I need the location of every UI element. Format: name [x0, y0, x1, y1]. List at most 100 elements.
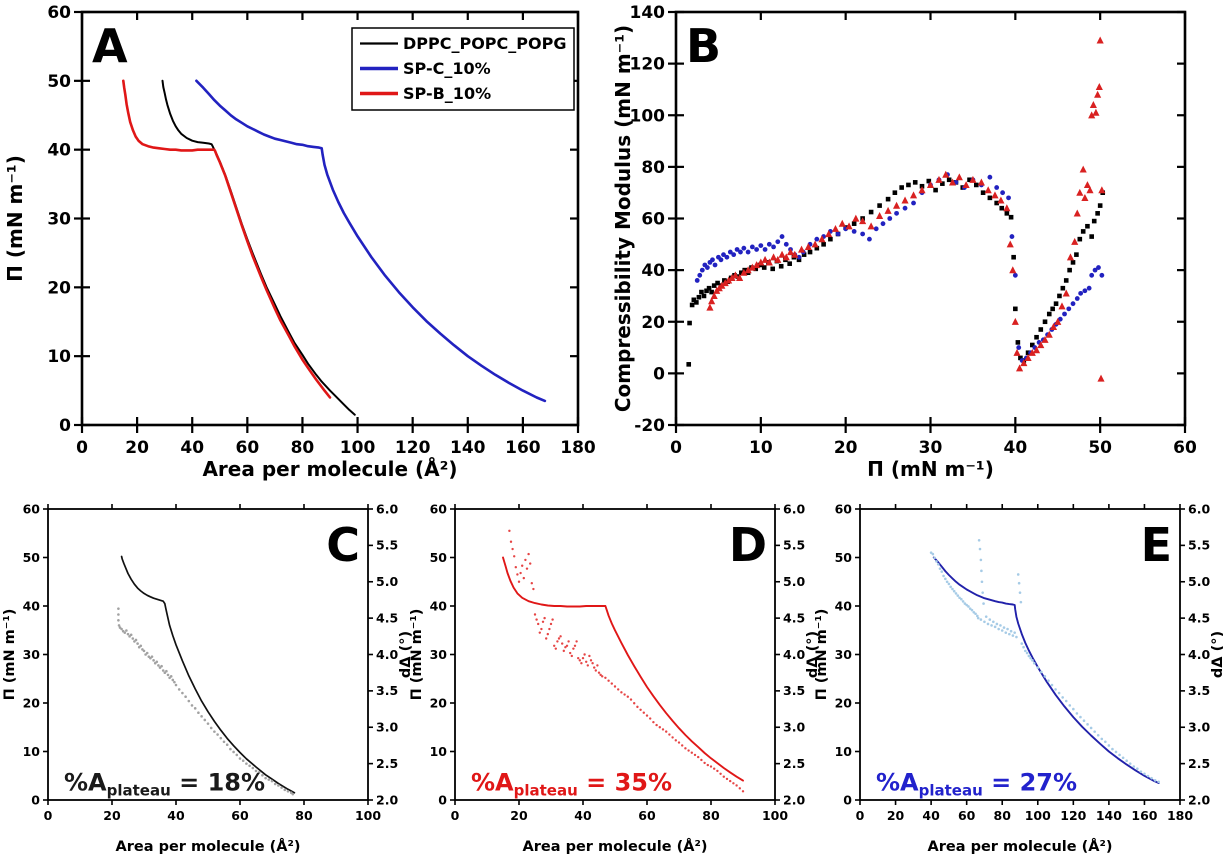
- svg-text:10: 10: [47, 347, 71, 367]
- svg-text:20: 20: [641, 313, 665, 333]
- svg-text:60: 60: [47, 3, 71, 23]
- panel-a-legend: DPPC_POPC_POPG SP-C_10% SP-B_10%: [351, 27, 575, 111]
- svg-text:60: 60: [958, 808, 976, 823]
- svg-text:3.5: 3.5: [783, 683, 805, 698]
- series-dDelta: [508, 529, 745, 793]
- svg-text:6.0: 6.0: [783, 501, 805, 516]
- panel-b-xlabel: Π (mN m⁻¹): [867, 457, 994, 481]
- panel-d-y2label: dΔ (°): [805, 631, 821, 678]
- svg-text:2.5: 2.5: [1188, 756, 1210, 771]
- svg-text:4.5: 4.5: [376, 610, 398, 625]
- svg-text:0: 0: [31, 792, 40, 807]
- series-SP-C_10%: [195, 79, 547, 403]
- axis-ticks: [855, 504, 1185, 805]
- svg-text:0: 0: [44, 808, 53, 823]
- svg-text:50: 50: [430, 550, 448, 565]
- tick-labels: 0 20 40 60 80 100 120 140 160 180 0 10 20 30 40 50 60: [47, 3, 596, 458]
- svg-text:6.0: 6.0: [1188, 501, 1210, 516]
- svg-text:3.5: 3.5: [376, 683, 398, 698]
- series-SP-B_10%: [706, 36, 1106, 382]
- svg-text:10: 10: [749, 438, 773, 458]
- svg-text:5.0: 5.0: [783, 574, 805, 589]
- series-isotherm: [502, 556, 744, 782]
- svg-text:20: 20: [47, 278, 71, 298]
- panel-c-letter: C: [326, 518, 360, 572]
- svg-text:30: 30: [919, 438, 943, 458]
- panel-c-y2label: dΔ (°): [398, 631, 414, 678]
- svg-text:40: 40: [1003, 438, 1027, 458]
- svg-text:50: 50: [23, 550, 41, 565]
- panel-e-annotation: %Aplateau = 27%: [876, 768, 1077, 799]
- svg-text:180: 180: [1167, 808, 1193, 823]
- svg-text:20: 20: [125, 438, 149, 458]
- panel-a-xlabel: Area per molecule (Å²): [202, 457, 457, 481]
- tick-labels: 0 20 40 60 80 100 0 10 20 30 40 50 60 2.0 2.5 3.0 3.5 4.0…: [430, 501, 806, 823]
- svg-text:50: 50: [835, 550, 853, 565]
- svg-text:140: 140: [1096, 808, 1122, 823]
- svg-text:100: 100: [1025, 808, 1051, 823]
- svg-text:140: 140: [630, 3, 666, 23]
- svg-text:5.5: 5.5: [1188, 538, 1210, 553]
- svg-text:40: 40: [574, 808, 592, 823]
- svg-text:60: 60: [23, 501, 41, 516]
- svg-text:5.5: 5.5: [783, 538, 805, 553]
- panel-a-chart: 0 20 40 60 80 100 120 140 160 1800102030405060Are…: [3, 3, 596, 481]
- panel-e-xlabel: Area per molecule (Å²): [928, 838, 1113, 855]
- svg-text:30: 30: [23, 647, 41, 662]
- svg-text:100: 100: [355, 808, 381, 823]
- svg-text:20: 20: [103, 808, 121, 823]
- svg-text:2.0: 2.0: [376, 792, 398, 807]
- svg-text:40: 40: [47, 141, 71, 161]
- panel-c-annotation: %Aplateau = 18%: [64, 768, 265, 799]
- tick-labels: 0 20 40 60 80 100 0 10 20 30 40 50 60 2.0 2.5 3.0 3.5 4.0…: [23, 501, 399, 823]
- panel-d-sp-b: 0 20 40 60 80 100 0 10 20 30 40 50 60 2.0 2.5 3.0 3.5 4.0…: [407, 495, 827, 860]
- svg-text:40: 40: [922, 808, 940, 823]
- svg-text:20: 20: [835, 695, 853, 710]
- panel-d-chart: 0 20 40 60 80 100 0 10 20 30 40 50 60 2.0 2.5 3.0 3.5 4.0…: [409, 501, 821, 855]
- svg-text:5.5: 5.5: [376, 538, 398, 553]
- svg-text:160: 160: [1131, 808, 1157, 823]
- svg-text:50: 50: [47, 72, 71, 92]
- svg-text:-20: -20: [634, 416, 665, 436]
- svg-text:0: 0: [59, 416, 71, 436]
- svg-text:60: 60: [430, 501, 448, 516]
- svg-text:4.0: 4.0: [1188, 647, 1210, 662]
- panel-b-compressibility: 0 10 20 30 40 50 60 -20 0 20 40 60 80 100 120 140 Π (mN …: [608, 0, 1223, 488]
- axis-ticks: [668, 10, 1187, 433]
- series-isotherm: [120, 555, 296, 794]
- legend-entry-label: DPPC_POPC_POPG: [403, 34, 566, 53]
- svg-text:180: 180: [560, 438, 596, 458]
- svg-text:0: 0: [856, 808, 865, 823]
- panel-d-xlabel: Area per molecule (Å²): [523, 838, 708, 855]
- svg-text:3.0: 3.0: [376, 720, 398, 735]
- panel-e-chart: 0 20 40 60 80 100 120 140 160 180 0 10 20 30 40 50 60 2.0…: [814, 501, 1223, 855]
- svg-text:60: 60: [235, 438, 259, 458]
- svg-text:40: 40: [430, 598, 448, 613]
- svg-text:3.0: 3.0: [1188, 720, 1210, 735]
- series-SP-B_10%: [122, 79, 332, 399]
- panel-e-ylabel: Π (mN m⁻¹): [814, 609, 830, 701]
- svg-text:40: 40: [167, 808, 185, 823]
- svg-text:0: 0: [438, 792, 447, 807]
- svg-text:20: 20: [887, 808, 905, 823]
- svg-text:5.0: 5.0: [1188, 574, 1210, 589]
- svg-text:30: 30: [47, 210, 71, 230]
- svg-text:10: 10: [835, 744, 853, 759]
- svg-text:0: 0: [653, 364, 665, 384]
- tick-labels: 0 20 40 60 80 100 120 140 160 180 0 10 20 30 40 50 60 2.0…: [835, 501, 1211, 823]
- svg-text:100: 100: [762, 808, 788, 823]
- svg-text:4.0: 4.0: [376, 647, 398, 662]
- svg-text:3.5: 3.5: [1188, 683, 1210, 698]
- svg-text:40: 40: [23, 598, 41, 613]
- axis-ticks: [74, 10, 580, 433]
- svg-text:120: 120: [1060, 808, 1086, 823]
- svg-text:0: 0: [451, 808, 460, 823]
- panel-e-y2label: dΔ (°): [1210, 631, 1223, 678]
- svg-text:10: 10: [23, 744, 41, 759]
- svg-text:80: 80: [702, 808, 720, 823]
- svg-text:120: 120: [395, 438, 431, 458]
- svg-text:2.0: 2.0: [783, 792, 805, 807]
- svg-text:80: 80: [295, 808, 313, 823]
- panel-b-ylabel: Compressibility Modulus (mN m⁻¹): [611, 25, 635, 412]
